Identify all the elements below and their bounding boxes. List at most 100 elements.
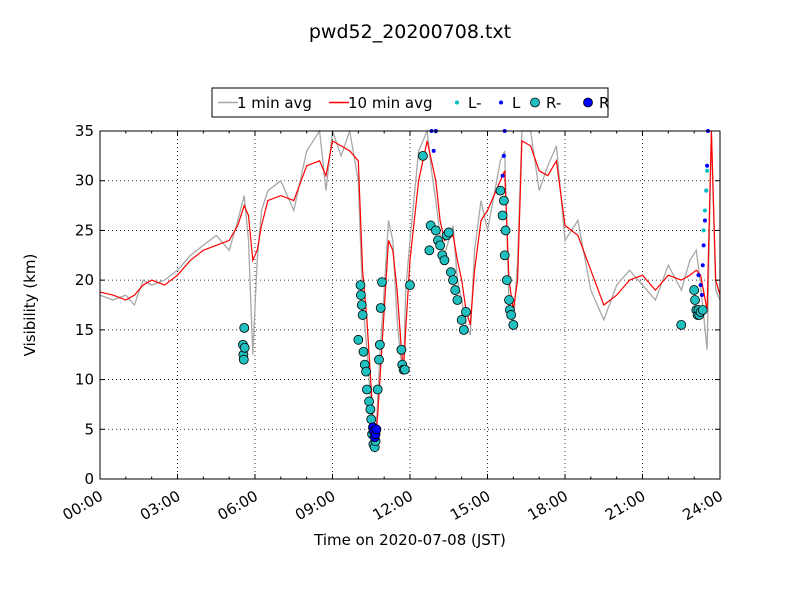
x-axis-label: Time on 2020-07-08 (JST) [313,531,506,549]
x-tick-label: 12:00 [370,487,416,524]
point-R- [497,210,508,221]
point-R- [676,319,687,330]
point-R- [435,240,446,251]
legend-label: 1 min avg [237,94,312,112]
legend-swatch [455,100,459,105]
point-R- [439,255,450,266]
point-R- [424,245,435,256]
x-tick-label: 18:00 [525,487,571,524]
point-R- [364,396,374,407]
point-R- [356,290,366,300]
point-R- [355,280,366,291]
y-tick-label: 20 [75,271,94,289]
point-L [702,218,707,223]
point-R- [238,354,249,365]
point-R- [358,346,369,357]
point-R- [356,300,367,310]
y-tick-label: 35 [75,122,94,140]
point-L [696,273,701,278]
y-tick-label: 5 [84,420,94,438]
y-axis-label: Visibility (km) [21,254,39,357]
legend-swatch [583,97,593,108]
series-line-1-min-avg [99,128,721,445]
point-R- [506,310,517,320]
point-R- [361,366,371,377]
y-tick-label: 10 [75,371,94,389]
legend-label: R [599,94,609,112]
point-L- [701,228,706,233]
point-R- [366,414,377,425]
point-R- [689,285,700,295]
legend-label: L [512,94,521,112]
point-R- [374,339,385,350]
point-R- [430,225,441,236]
legend-label: L- [468,94,482,112]
point-R- [239,322,250,333]
point-R- [500,225,511,236]
series-line-10-min-avg [99,130,721,440]
plot-area [99,128,721,453]
point-R- [372,384,383,395]
legend: 1 min avg 10 min avg L- L R- R [211,87,609,118]
point-L [500,173,505,178]
point-R- [690,295,700,305]
point-R- [239,342,250,353]
point-R- [377,277,387,288]
point-R- [461,307,471,317]
x-tick-label: 21:00 [602,487,648,524]
y-tick-label: 0 [84,470,94,488]
legend-box [211,87,609,118]
point-R- [418,150,428,161]
legend-swatch [499,100,503,105]
point-R- [405,280,415,291]
x-tick-label: 09:00 [292,487,338,524]
x-tick-label: 00:00 [60,487,106,524]
x-tick-label: 03:00 [137,487,183,524]
y-tick-label: 25 [75,221,94,239]
point-L- [702,208,707,213]
point-R- [353,334,364,345]
point-R- [450,285,461,295]
point-L- [705,168,710,173]
point-R- [501,275,512,286]
point-R- [448,275,458,286]
y-axis: 0 5 10 15 20 25 30 35 [75,122,720,488]
point-R- [446,267,456,278]
y-tick-label: 15 [75,321,94,339]
point-R- [458,324,469,335]
x-tick-label: 24:00 [680,487,726,524]
x-axis: 00:00 03:00 06:00 09:00 12:00 15:00 18:00 21:00… [60,131,726,524]
point-R- [508,319,519,330]
grid-lines [100,131,720,479]
point-R [371,424,382,435]
point-R- [399,364,410,375]
point-R- [375,303,386,313]
point-R- [365,404,376,415]
point-L [700,263,705,268]
point-R- [362,384,372,395]
point-L [705,163,710,168]
point-L [431,148,436,153]
point-R- [452,295,463,305]
point-R- [456,315,467,325]
point-L [701,243,706,248]
point-R- [504,295,514,305]
point-R- [396,344,407,355]
x-tick-label: 15:00 [447,487,493,524]
point-R- [374,354,384,365]
point-R- [357,310,368,320]
chart-title: pwd52_20200708.txt [309,21,511,43]
point-R- [443,227,454,238]
point-L [501,153,506,158]
point-R- [495,185,506,196]
point-R- [498,195,509,206]
point-L [698,283,703,288]
point-L- [704,188,709,193]
legend-label: R- [546,94,561,112]
point-L [699,293,704,298]
point-R- [697,305,708,315]
point-R- [499,250,510,261]
legend-label: 10 min avg [348,94,433,112]
x-tick-label: 06:00 [215,487,261,524]
